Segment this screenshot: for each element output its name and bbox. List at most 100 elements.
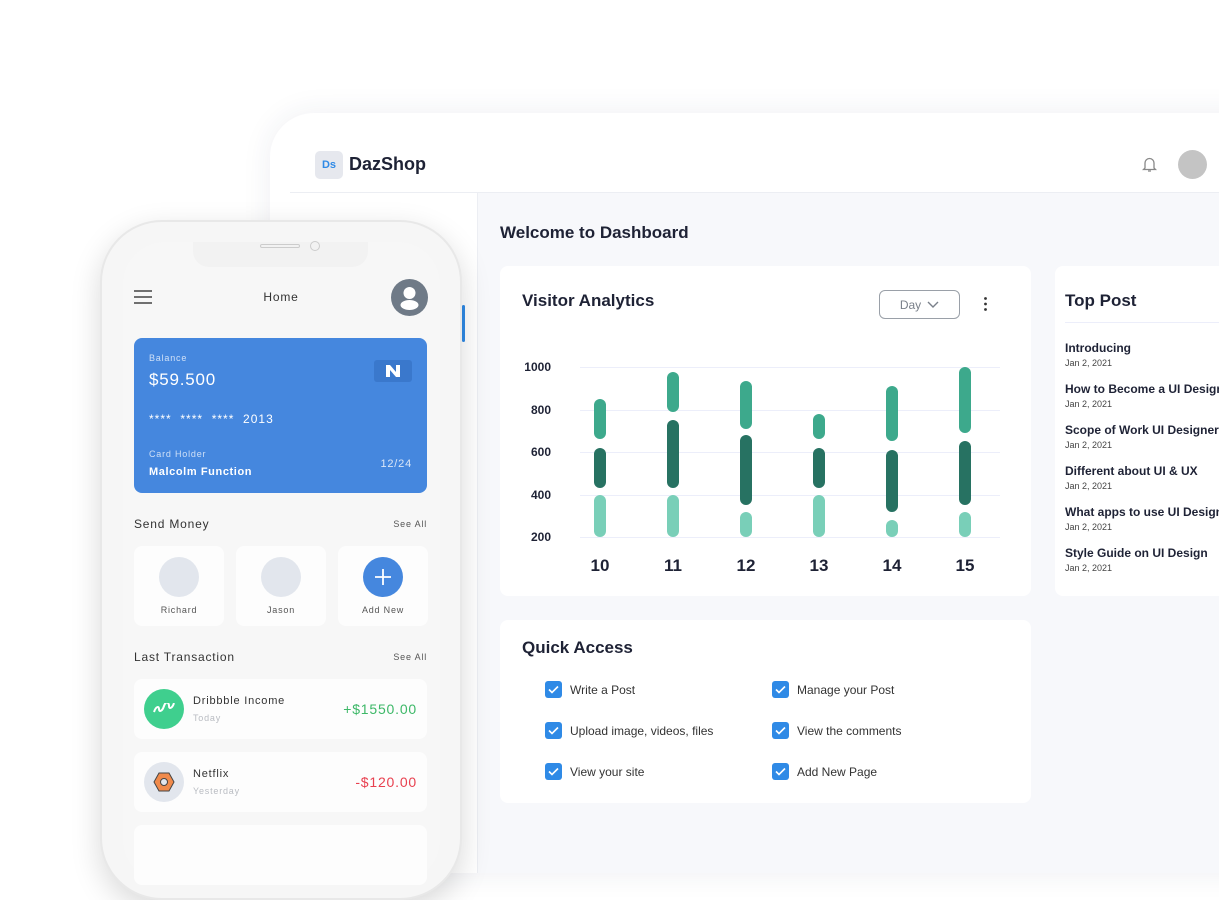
quick-access-item[interactable]: View the comments [772,722,902,739]
quick-access-label: Manage your Post [797,682,895,697]
bar-segment-mid [740,380,752,429]
transaction-item[interactable] [134,825,427,885]
bar-segment-mid [886,386,898,442]
post-title: Scope of Work UI Designer [1065,423,1219,437]
top-post-item[interactable]: Different about UI & UX Jan 2, 2021 [1065,464,1198,491]
bar-segment-dark [667,420,679,489]
quick-access-item[interactable]: Add New Page [772,763,877,780]
user-avatar[interactable] [1178,150,1207,179]
x-tick-label: 13 [809,556,829,575]
quick-access-card [500,620,1031,803]
quick-access-item[interactable]: Manage your Post [772,681,894,698]
phone-speaker [260,244,300,248]
last-transaction-title: Last Transaction [134,650,235,664]
transaction-date: Yesterday [193,786,240,796]
contact-item[interactable]: Richard [134,546,224,626]
checkbox[interactable] [772,763,789,780]
chevron-down-icon [927,301,939,308]
visitor-analytics-card [500,266,1031,596]
check-icon [548,685,559,694]
checkbox[interactable] [545,763,562,780]
menu-icon[interactable] [134,290,152,309]
checkbox[interactable] [545,681,562,698]
bar-segment-mid [594,398,606,440]
bar-segment-dark [594,447,606,489]
last-transaction-see-all[interactable]: See All [393,652,427,662]
visitor-analytics-title: Visitor Analytics [522,291,655,310]
post-title: Introducing [1065,341,1131,355]
top-post-item[interactable]: Introducing Jan 2, 2021 [1065,341,1131,368]
contact-item[interactable]: Jason [236,546,326,626]
bar-segment-light [959,511,971,537]
phone-notch [193,242,368,267]
card-number: **** **** **** 2013 [149,412,274,426]
contact-name: Add New [361,605,405,615]
send-money-see-all[interactable]: See All [393,519,427,529]
post-title: What apps to use UI Designer [1065,505,1219,519]
bar-segment-light [594,494,606,537]
y-tick-label: 800 [530,402,551,417]
x-tick-label: 14 [882,556,902,575]
checkbox[interactable] [545,722,562,739]
post-title: How to Become a UI Designer [1065,382,1219,396]
x-tick-label: 12 [736,556,756,575]
checkbox[interactable] [772,681,789,698]
bell-icon[interactable] [1141,156,1158,178]
bar-segment-light [740,511,752,537]
bar-segment-mid [959,367,971,433]
balance-value: $59.500 [149,370,217,389]
quick-access-label: Add New Page [797,764,878,779]
range-dropdown[interactable]: Day [879,290,960,319]
contact-name: Richard [160,605,198,615]
quick-access-title: Quick Access [522,638,633,657]
top-post-item[interactable]: How to Become a UI Designer Jan 2, 2021 [1065,382,1219,409]
top-post-item[interactable]: What apps to use UI Designer Jan 2, 2021 [1065,505,1219,532]
range-value: Day [899,297,922,312]
x-tick-label: 11 [664,556,682,575]
top-post-divider [1065,322,1219,323]
post-date: Jan 2, 2021 [1065,563,1113,573]
bar-segment-dark [959,441,971,506]
card-holder-name: Malcolm Function [149,466,253,478]
check-icon [775,685,786,694]
checkbox[interactable] [772,722,789,739]
post-date: Jan 2, 2021 [1065,440,1113,450]
bar-segment-mid [667,372,679,412]
phone-title: Home [263,290,299,304]
add-new-button[interactable]: Add New [338,546,428,626]
transaction-name: Dribbble Income [193,695,286,707]
y-tick-label: 600 [530,445,551,459]
card-expiry: 12/24 [380,458,412,470]
contact-avatar [159,557,199,597]
quick-access-item[interactable]: Write a Post [545,681,635,698]
post-date: Jan 2, 2021 [1065,522,1113,532]
gridline [580,367,1000,368]
bar-segment-light [813,494,825,537]
check-icon [775,767,786,776]
send-money-title: Send Money [134,517,210,531]
gridline [580,494,1000,496]
transaction-amount: -$120.00 [355,774,417,790]
profile-avatar-icon[interactable] [391,279,428,321]
top-post-card [1055,266,1219,596]
quick-access-label: Write a Post [570,682,636,697]
x-tick-label: 10 [590,556,610,575]
balance-label: Balance [149,353,188,363]
bar-segment-dark [886,449,898,512]
card-brand-icon [374,360,412,382]
post-title: Different about UI & UX [1065,464,1198,478]
top-post-item[interactable]: Scope of Work UI Designer Jan 2, 2021 [1065,423,1219,450]
transaction-amount: +$1550.00 [343,701,417,717]
y-tick-label: 200 [530,530,551,544]
transaction-item[interactable]: Netflix Yesterday -$120.00 [134,752,427,812]
more-options-icon[interactable] [983,296,988,317]
dribbble-logo-icon [144,689,184,729]
quick-access-item[interactable]: View your site [545,763,644,780]
transaction-item[interactable]: Dribbble Income Today +$1550.00 [134,679,427,739]
check-icon [775,726,786,735]
post-date: Jan 2, 2021 [1065,399,1113,409]
top-post-item[interactable]: Style Guide on UI Design Jan 2, 2021 [1065,546,1208,573]
brand-logo: Ds [315,151,343,179]
quick-access-item[interactable]: Upload image, videos, files [545,722,713,739]
y-tick-label: 1000 [524,360,551,374]
